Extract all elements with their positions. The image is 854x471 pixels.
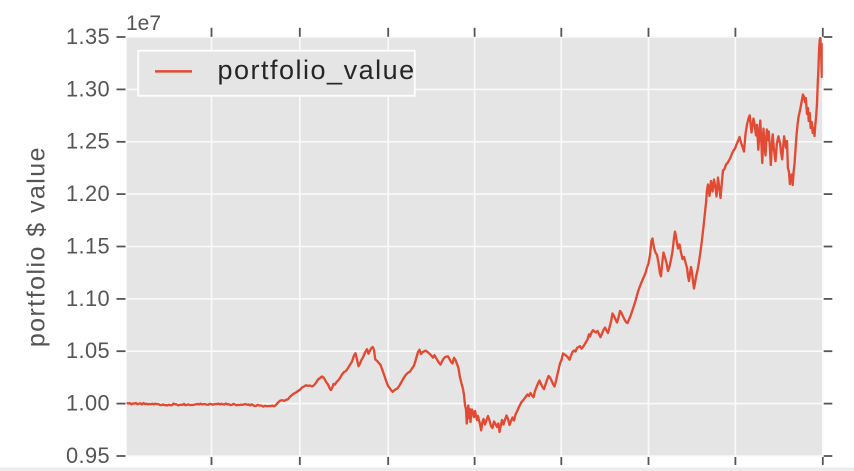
svg-text:1.10: 1.10 (66, 286, 110, 311)
svg-text:1.00: 1.00 (66, 391, 110, 416)
svg-text:1.15: 1.15 (66, 233, 110, 258)
svg-text:1.25: 1.25 (66, 129, 110, 154)
svg-text:1.05: 1.05 (66, 338, 110, 363)
svg-text:1.30: 1.30 (66, 76, 110, 101)
svg-text:portfolio $ value: portfolio $ value (23, 146, 51, 347)
svg-text:1.35: 1.35 (66, 24, 110, 49)
svg-text:portfolio_value: portfolio_value (218, 55, 416, 85)
svg-text:1e7: 1e7 (126, 12, 161, 35)
svg-text:0.95: 0.95 (66, 443, 110, 468)
svg-text:1.20: 1.20 (66, 181, 110, 206)
